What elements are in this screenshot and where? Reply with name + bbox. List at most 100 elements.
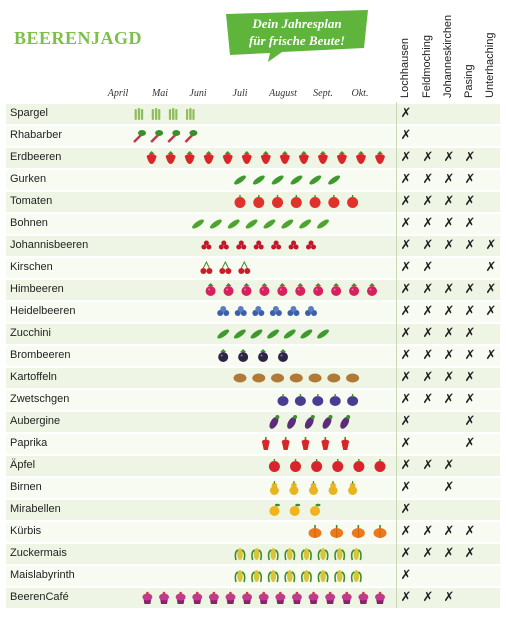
- harvest-icons: [234, 548, 362, 561]
- zucchini-icon: [250, 329, 263, 339]
- table-row: Erdbeeren ✗ ✗ ✗ ✗: [6, 146, 500, 168]
- table-row: Äpfel ✗ ✗ ✗: [6, 454, 500, 476]
- table-row: Johannisbeeren ✗ ✗ ✗ ✗ ✗: [6, 234, 500, 256]
- availability-mark: ✗: [422, 369, 434, 384]
- availability-mark: ✗: [400, 523, 412, 538]
- strawberry-icon: [317, 151, 328, 164]
- location-header: Lochhausen Feldmoching Johanneskirchen Pasi…: [0, 0, 506, 100]
- month-header: April Mai Juni Juli August Sept. Okt.: [0, 84, 506, 106]
- column-divider: [396, 586, 397, 608]
- table-row: BeerenCafé ✗ ✗ ✗: [6, 586, 500, 608]
- pumpkin-icon: [330, 525, 344, 538]
- table-row: Kartoffeln ✗ ✗ ✗ ✗: [6, 366, 500, 388]
- zucchini-icon: [233, 329, 246, 339]
- crop-name: Erdbeeren: [10, 151, 62, 163]
- banner-line2: für frische Beute!: [249, 33, 345, 48]
- bean-icon: [299, 219, 312, 229]
- column-divider: [396, 454, 397, 476]
- tomato-icon: [309, 195, 321, 208]
- table-row: Gurken ✗ ✗ ✗ ✗: [6, 168, 500, 190]
- blueberry-icon: [305, 306, 317, 316]
- column-divider: [396, 146, 397, 168]
- tomato-icon: [272, 195, 284, 208]
- raspberry-icon: [367, 283, 377, 296]
- corn-icon: [284, 570, 296, 583]
- column-divider: [396, 256, 397, 278]
- potato-icon: [308, 373, 322, 383]
- corn-icon: [334, 570, 346, 583]
- availability-mark: ✗: [400, 567, 412, 582]
- eggplant-icon: [269, 415, 280, 429]
- availability-mark: ✗: [422, 171, 434, 186]
- availability-mark: ✗: [464, 523, 476, 538]
- crop-name: Birnen: [10, 481, 42, 493]
- availability-mark: ✗: [485, 347, 497, 362]
- eggplant-icon: [287, 415, 298, 429]
- bean-icon: [192, 219, 204, 229]
- pepper-icon: [281, 437, 290, 450]
- rhubarb-icon: [150, 130, 164, 143]
- tomato-icon: [234, 195, 246, 208]
- availability-mark: ✗: [464, 325, 476, 340]
- zucchini-icon: [317, 329, 329, 339]
- crop-name: Zuckermais: [10, 547, 67, 559]
- location-label: Lochhausen: [399, 38, 411, 98]
- availability-mark: ✗: [464, 347, 476, 362]
- availability-mark: ✗: [422, 325, 434, 340]
- potato-icon: [252, 373, 266, 383]
- availability-mark: ✗: [400, 215, 412, 230]
- availability-mark: ✗: [443, 193, 455, 208]
- strawberry-icon: [375, 151, 385, 164]
- cupcake-icon: [192, 591, 203, 604]
- harvest-icons: [134, 108, 195, 120]
- availability-mark: ✗: [464, 545, 476, 560]
- availability-mark: ✗: [464, 369, 476, 384]
- blueberry-icon: [269, 306, 282, 316]
- cupcake-icon: [341, 591, 352, 604]
- asparagus-icon: [134, 108, 144, 120]
- column-divider: [396, 410, 397, 432]
- pepper-icon: [341, 437, 350, 450]
- harvest-icons: [308, 525, 387, 538]
- availability-mark: ✗: [443, 237, 455, 252]
- availability-mark: ✗: [422, 259, 434, 274]
- cupcake-icon: [358, 591, 369, 604]
- potato-icon: [346, 373, 360, 383]
- column-divider: [396, 542, 397, 564]
- corn-icon: [267, 548, 279, 561]
- harvest-icons: [269, 503, 321, 516]
- asparagus-icon: [151, 108, 161, 120]
- corn-icon: [251, 570, 263, 583]
- crop-name: Zucchini: [10, 327, 51, 339]
- table-row: Kürbis ✗ ✗ ✗ ✗: [6, 520, 500, 542]
- table-row: Paprika ✗ ✗: [6, 432, 500, 454]
- table-row: Tomaten ✗ ✗ ✗ ✗: [6, 190, 500, 212]
- cherry-icon: [200, 260, 213, 274]
- harvest-icons: [200, 260, 251, 274]
- currant-icon: [201, 240, 212, 250]
- cupcake-icon: [375, 591, 385, 604]
- availability-mark: ✗: [400, 303, 412, 318]
- cupcake-icon: [225, 591, 236, 604]
- asparagus-icon: [168, 108, 178, 120]
- availability-mark: ✗: [443, 281, 455, 296]
- cucumber-icon: [252, 175, 265, 185]
- corn-icon: [317, 570, 329, 583]
- crop-name: Zwetschgen: [10, 393, 70, 405]
- pumpkin-icon: [351, 525, 365, 538]
- currant-icon: [253, 240, 264, 250]
- banner: Dein Jahresplan für frische Beute!: [226, 10, 368, 62]
- table-row: Zuckermais ✗ ✗ ✗ ✗: [6, 542, 500, 564]
- availability-mark: ✗: [400, 413, 412, 428]
- availability-mark: ✗: [464, 281, 476, 296]
- raspberry-icon: [259, 283, 270, 296]
- availability-mark: ✗: [400, 457, 412, 472]
- raspberry-icon: [313, 283, 324, 296]
- strawberry-icon: [222, 151, 233, 164]
- cupcake-icon: [159, 591, 170, 604]
- cupcake-icon: [308, 591, 319, 604]
- blackberry-icon: [258, 349, 269, 362]
- availability-mark: ✗: [400, 193, 412, 208]
- crop-name: Aubergine: [10, 415, 61, 427]
- month-label: Okt.: [351, 88, 369, 99]
